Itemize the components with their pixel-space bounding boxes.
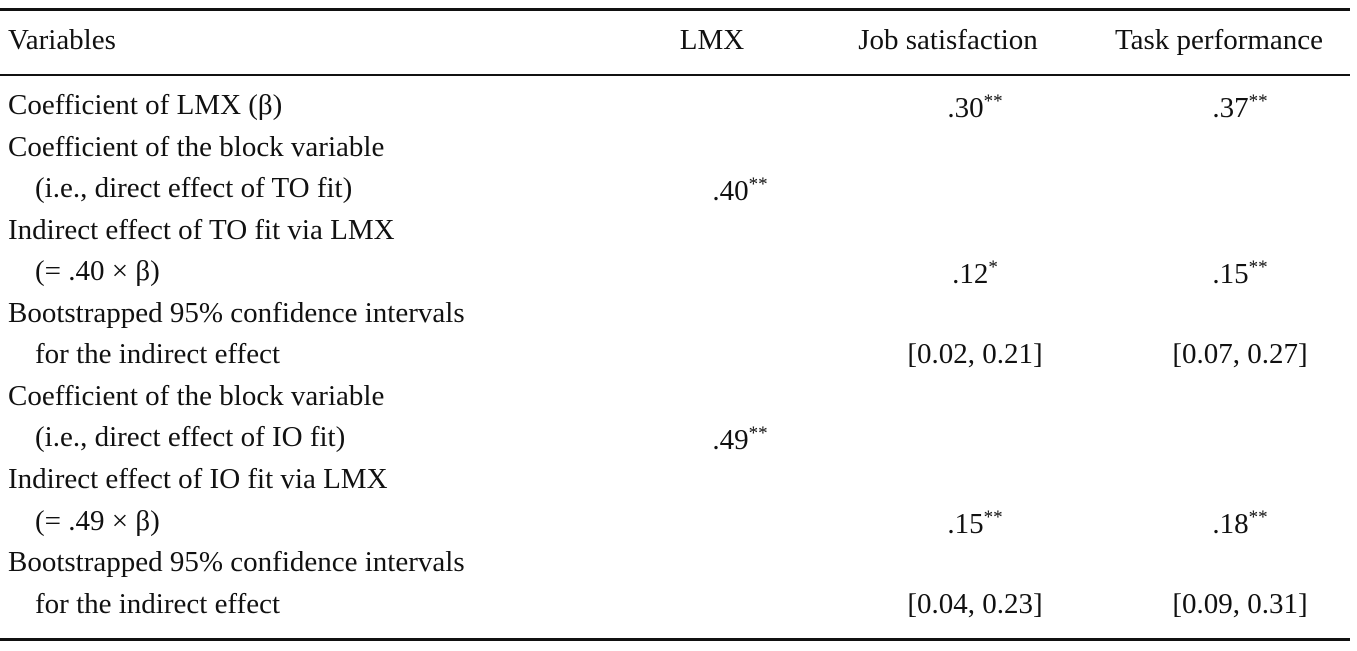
cell-value: [0.09, 0.31] <box>1172 587 1308 620</box>
top-rule <box>0 8 1350 11</box>
row-label: Coefficient of the block variable <box>8 379 385 412</box>
cell: [0.04, 0.23] <box>907 587 1042 621</box>
row-label: Indirect effect of TO fit via LMX <box>8 213 395 246</box>
cell: [0.02, 0.21] <box>907 337 1042 371</box>
row-label: (i.e., direct effect of IO fit) <box>35 421 346 454</box>
row-label: Indirect effect of IO fit via LMX <box>8 462 388 495</box>
cell: .40** <box>712 168 767 208</box>
cell: .12* <box>952 251 998 291</box>
cell-value: [0.02, 0.21] <box>907 338 1043 371</box>
significance-mark: ** <box>748 174 768 196</box>
header-rule <box>0 74 1350 76</box>
cell: .30** <box>947 85 1002 125</box>
cell-value: .15 <box>947 507 984 540</box>
column-header: Task performance <box>1114 24 1324 56</box>
row-label: Bootstrapped 95% confidence intervals <box>8 296 465 329</box>
significance-mark: ** <box>983 506 1003 528</box>
cell: .49** <box>712 417 767 457</box>
cell: [0.07, 0.27] <box>1172 337 1307 371</box>
significance-mark: ** <box>1248 257 1268 279</box>
cell-value: [0.04, 0.23] <box>907 587 1043 620</box>
cell-value: .18 <box>1212 507 1249 540</box>
cell-value: [0.07, 0.27] <box>1172 338 1308 371</box>
row-label: Coefficient of the block variable <box>8 130 385 163</box>
row-label: for the indirect effect <box>35 587 281 620</box>
column-header: Job satisfaction <box>858 24 1038 56</box>
cell: .15** <box>947 501 1002 541</box>
cell: .18** <box>1212 501 1267 541</box>
cell-value: .12 <box>952 258 989 291</box>
cell-value: .40 <box>712 175 749 208</box>
column-header: Variables <box>8 24 116 56</box>
cell: .37** <box>1212 85 1267 125</box>
significance-mark: ** <box>748 423 768 445</box>
significance-mark: ** <box>1248 506 1268 528</box>
cell: [0.09, 0.31] <box>1172 587 1307 621</box>
significance-mark: ** <box>1248 91 1268 112</box>
row-label: Coefficient of LMX (β) <box>8 89 283 121</box>
row-label: (i.e., direct effect of TO fit) <box>35 172 353 205</box>
cell-value: .49 <box>712 424 749 457</box>
row-label: (= .40 × β) <box>35 255 160 288</box>
bottom-rule <box>0 638 1350 641</box>
cell-value: .30 <box>947 92 984 124</box>
row-label: (= .49 × β) <box>35 504 160 537</box>
column-header: LMX <box>679 24 745 56</box>
row-label: for the indirect effect <box>35 338 281 371</box>
significance-mark: ** <box>983 91 1003 112</box>
cell-value: .15 <box>1212 258 1249 291</box>
cell-value: .37 <box>1212 92 1249 124</box>
significance-mark: * <box>988 257 998 279</box>
row-label: Bootstrapped 95% confidence intervals <box>8 546 465 579</box>
cell: .15** <box>1212 251 1267 291</box>
